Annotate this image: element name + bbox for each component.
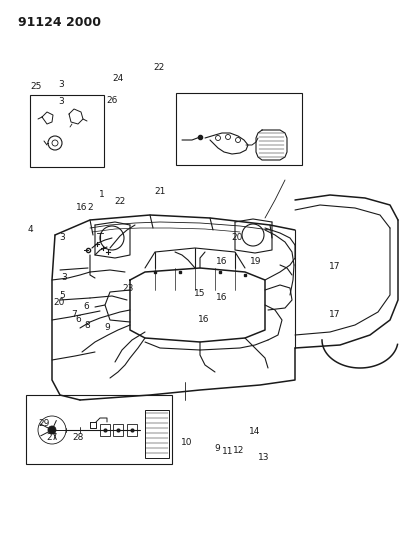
Text: 1: 1	[99, 190, 105, 199]
Bar	[113, 424, 123, 436]
Text: 27: 27	[46, 433, 57, 441]
Text: 21: 21	[154, 188, 165, 196]
Text: 16: 16	[216, 257, 227, 265]
Text: 22: 22	[114, 197, 125, 206]
Text: 24: 24	[112, 75, 123, 83]
Text: 26: 26	[106, 96, 117, 104]
Text: 14: 14	[249, 427, 260, 436]
Text: 6: 6	[75, 316, 81, 324]
Text: 17: 17	[330, 310, 341, 319]
Bar	[100, 424, 110, 436]
Text: 29: 29	[38, 419, 49, 428]
Text: 3: 3	[58, 80, 64, 88]
Text: 5: 5	[59, 292, 65, 300]
Text: 6: 6	[83, 302, 89, 311]
Text: 22: 22	[153, 63, 164, 72]
Text: 9: 9	[105, 324, 111, 332]
Text: 23: 23	[122, 285, 133, 293]
Text: 28: 28	[72, 433, 83, 441]
Text: 16: 16	[216, 293, 227, 302]
Text: 12: 12	[233, 446, 244, 455]
Text: 15: 15	[194, 289, 205, 297]
Text: 9: 9	[215, 445, 220, 453]
Text: 25: 25	[30, 83, 41, 91]
Text: 4: 4	[27, 225, 33, 233]
Text: 13: 13	[258, 453, 269, 462]
Bar	[26, 395, 172, 464]
Text: 11: 11	[222, 448, 233, 456]
Text: 8: 8	[84, 321, 90, 329]
Text: 7: 7	[71, 310, 77, 319]
Text: 20: 20	[232, 233, 243, 241]
Text: 16: 16	[198, 316, 209, 324]
Text: 3: 3	[58, 97, 64, 106]
Text: 10: 10	[181, 438, 192, 447]
Text: 91124 2000: 91124 2000	[18, 16, 101, 29]
Bar	[176, 93, 302, 165]
Text: 19: 19	[250, 257, 261, 265]
Bar	[30, 95, 104, 167]
Bar	[145, 410, 169, 458]
Text: 3: 3	[59, 233, 65, 241]
Bar	[127, 424, 137, 436]
Text: 20: 20	[53, 298, 65, 307]
Text: 16: 16	[76, 204, 87, 212]
Text: 2: 2	[87, 204, 93, 212]
Text: 17: 17	[330, 262, 341, 271]
Text: 3: 3	[61, 273, 67, 281]
Circle shape	[48, 426, 56, 434]
